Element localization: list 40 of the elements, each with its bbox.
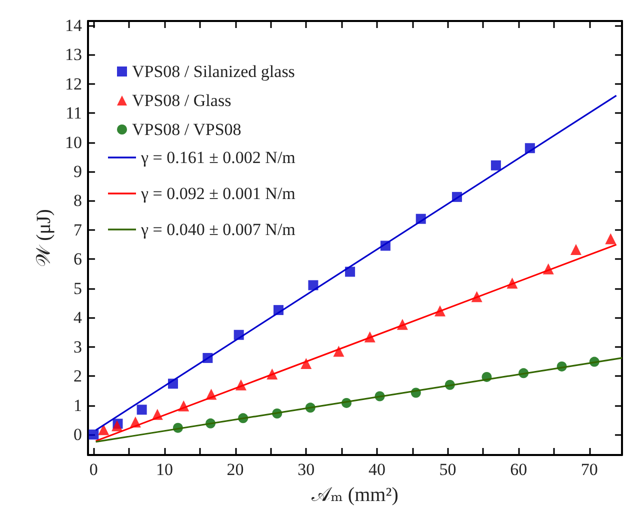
y-tick-label: 7 <box>74 220 82 240</box>
point <box>605 233 616 244</box>
x-tick-label: 30 <box>298 460 315 479</box>
point <box>112 420 123 432</box>
x-tick-label: 70 <box>580 460 598 479</box>
legend-label: γ = 0.161 ± 0.002 N/m <box>140 148 296 167</box>
x-axis-title: 𝒜ₘ (mm²) <box>312 484 398 506</box>
x-tick-label: 20 <box>226 460 244 479</box>
x-tick-label: 40 <box>368 460 386 479</box>
point <box>308 280 318 290</box>
y-tick-label: 9 <box>74 162 82 182</box>
y-tick-label: 11 <box>66 104 82 123</box>
y-tick-label: 13 <box>65 45 82 64</box>
legend-label: VPS08 / Glass <box>132 91 232 110</box>
y-tick-label: 2 <box>74 366 82 386</box>
y-tick-label: 3 <box>74 337 82 356</box>
x-tick-label: 50 <box>439 460 456 479</box>
y-tick-label: 1 <box>74 396 82 415</box>
y-tick-label: 0 <box>74 425 82 444</box>
legend-label: γ = 0.092 ± 0.001 N/m <box>140 184 296 203</box>
y-axis-title: 𝒲 (μJ) <box>33 209 56 267</box>
point <box>136 404 147 415</box>
point <box>345 266 356 277</box>
y-tick-label: 12 <box>65 74 82 94</box>
y-tick-label: 6 <box>74 250 82 269</box>
point <box>490 160 501 170</box>
x-tick-label: 60 <box>510 460 528 479</box>
y-tick-label: 5 <box>74 278 82 298</box>
point <box>88 430 99 440</box>
y-tick-label: 14 <box>65 16 82 35</box>
y-tick-label: 4 <box>74 308 82 328</box>
x-tick-label: 10 <box>156 460 173 479</box>
y-tick-label: 10 <box>65 132 82 152</box>
x-tick-label: 0 <box>89 460 98 479</box>
point <box>570 244 582 256</box>
point <box>98 424 110 436</box>
y-tick-label: 8 <box>74 191 82 210</box>
legend-label: VPS08 / VPS08 <box>132 120 242 139</box>
legend-label: γ = 0.040 ± 0.007 N/m <box>140 220 296 239</box>
legend-label: VPS08 / Silanized glass <box>132 62 295 81</box>
